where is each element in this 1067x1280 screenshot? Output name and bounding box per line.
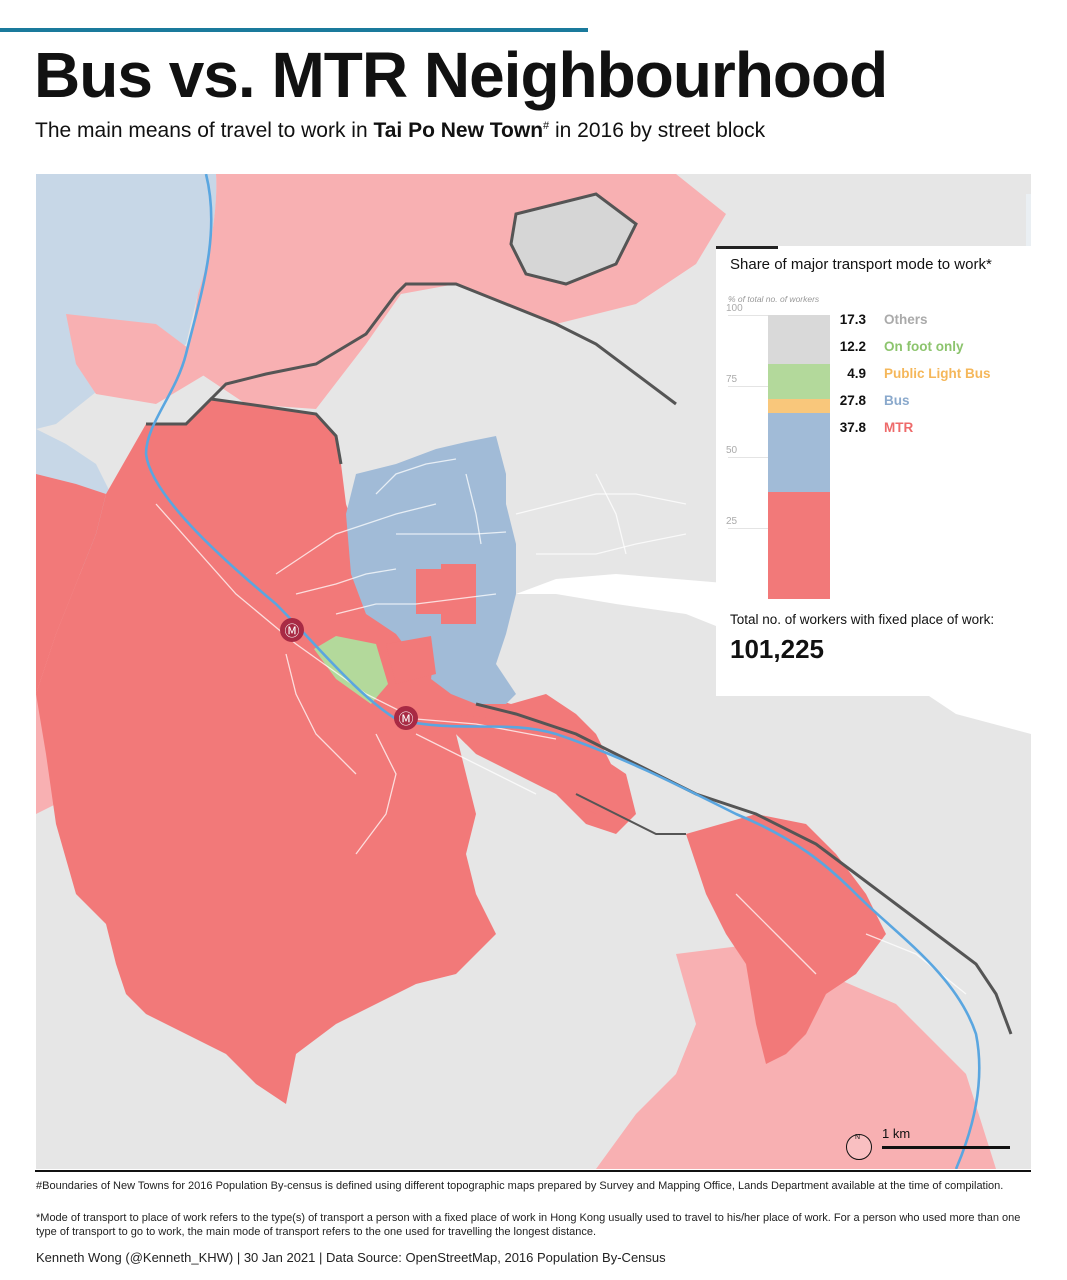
- legend-label: On foot only: [884, 339, 964, 354]
- mtr-area-outside-southeast: [596, 944, 996, 1169]
- page-subtitle: The main means of travel to work in Tai …: [35, 119, 765, 143]
- total-workers-label: Total no. of workers with fixed place of…: [730, 612, 995, 627]
- on-foot-area-centre: [314, 636, 388, 704]
- footnote-boundaries: #Boundaries of New Towns for 2016 Popula…: [36, 1180, 1004, 1192]
- legend-bar-segment-mtr: [768, 492, 830, 599]
- legend-tick-25: 25: [726, 516, 738, 527]
- new-town-boundary-north: [146, 397, 343, 465]
- legend-accent-rule: [716, 246, 778, 249]
- legend-axis-note: % of total no. of workers: [728, 294, 820, 304]
- coastline-southeast: [475, 702, 1013, 1035]
- legend-gridline: [728, 386, 768, 387]
- legend-tick-50: 50: [726, 445, 738, 456]
- legend-tick-100: 100: [726, 303, 743, 314]
- legend-label: Public Light Bus: [884, 366, 991, 381]
- legend-title: Share of major transport mode to work*: [730, 256, 992, 273]
- legend-stacked-bar: [768, 315, 830, 599]
- mtr-area-outside-north-inlet: [66, 314, 206, 404]
- legend-row-others: 17.3 Others: [836, 312, 928, 327]
- legend-label: Bus: [884, 393, 910, 408]
- legend-label: Others: [884, 312, 928, 327]
- outer-boundary-north: [209, 282, 677, 406]
- legend-value: 27.8: [839, 393, 866, 408]
- scale-label: 1 km: [882, 1126, 911, 1141]
- subtitle-text-start: The main means of travel to work in: [35, 119, 374, 142]
- subtitle-town-name: Tai Po New Town: [373, 119, 544, 142]
- legend-row-public-light-bus: 4.9 Public Light Bus: [836, 366, 991, 381]
- street-network: [155, 458, 967, 995]
- north-label: N: [855, 1134, 861, 1141]
- legend-row-mtr: 37.8 MTR: [836, 420, 914, 435]
- north-arrow-icon: N: [846, 1134, 872, 1160]
- mtr-block-enclave-3: [386, 636, 436, 684]
- mtr-logo-glyph: Ⓜ: [398, 711, 413, 728]
- legend-gridline: [728, 457, 768, 458]
- map-panel[interactable]: Ⓜ Ⓜ Share of major transport mode to wor…: [36, 174, 1031, 1169]
- legend-panel: Share of major transport mode to work* %…: [716, 246, 1031, 696]
- island-north: [509, 192, 638, 286]
- mtr-block-enclave-1: [416, 569, 441, 614]
- page-title: Bus vs. MTR Neighbourhood: [34, 39, 888, 111]
- legend-value: 12.2: [839, 339, 866, 354]
- mtr-east-rail-line: [144, 174, 981, 1169]
- header-accent-bar: [0, 28, 588, 32]
- scale-bar: [882, 1146, 1010, 1149]
- mtr-station-icon: [394, 706, 418, 730]
- mtr-area-west-edge: [36, 474, 106, 694]
- total-workers-value: 101,225: [730, 634, 824, 664]
- legend-bar-segment-public-light-bus: [768, 399, 830, 413]
- mtr-area-central: [36, 399, 636, 1104]
- legend-row-on-foot-only: 12.2 On foot only: [836, 339, 964, 354]
- footer-rule: [35, 1170, 1031, 1172]
- legend-value: 4.9: [847, 366, 866, 381]
- mtr-block-enclave-2: [441, 564, 476, 624]
- coastline-river: [575, 793, 686, 835]
- legend-tick-75: 75: [726, 374, 738, 385]
- mtr-logo-glyph: Ⓜ: [284, 623, 299, 640]
- legend-bar-segment-others: [768, 315, 830, 364]
- legend-value: 17.3: [839, 312, 866, 327]
- subtitle-footnote-mark: #: [543, 120, 550, 132]
- mtr-station-tai-wo[interactable]: Ⓜ: [280, 618, 304, 642]
- legend-label: MTR: [884, 420, 914, 435]
- subtitle-text-end: in 2016 by street block: [549, 119, 766, 142]
- legend-bar-segment-on-foot-only: [768, 364, 830, 399]
- bus-area-harbourfront: [431, 644, 516, 704]
- legend-bar-segment-bus: [768, 413, 830, 492]
- legend-value: 37.8: [839, 420, 866, 435]
- legend-gridline: [728, 315, 768, 316]
- mtr-station-icon: [280, 618, 304, 642]
- legend-row-bus: 27.8 Bus: [836, 393, 910, 408]
- footnote-mode: *Mode of transport to place of work refe…: [36, 1212, 1021, 1238]
- legend-gridline: [728, 528, 768, 529]
- credit-line: Kenneth Wong (@Kenneth_KHW) | 30 Jan 202…: [36, 1250, 666, 1265]
- mtr-station-tai-po-market[interactable]: Ⓜ: [394, 706, 418, 730]
- scale-bar-group: N 1 km: [846, 1126, 1026, 1166]
